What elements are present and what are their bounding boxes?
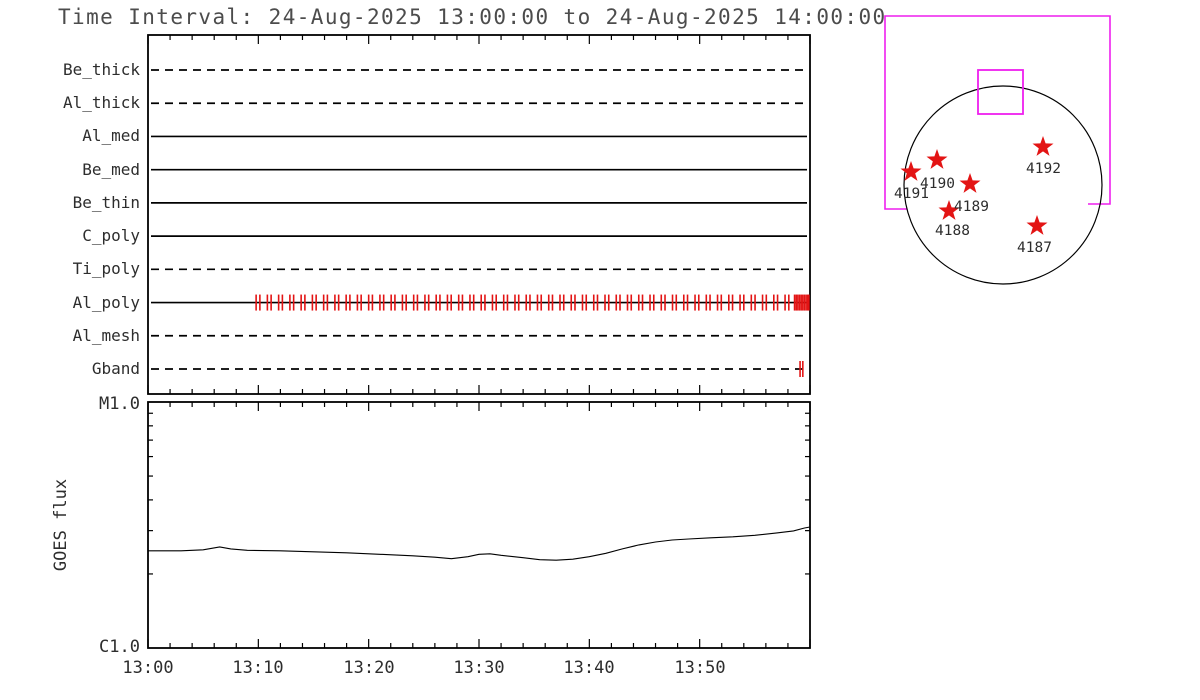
- region-label-4188: 4188: [935, 223, 970, 239]
- region-label-4189: 4189: [954, 199, 989, 215]
- region-star-4192: [1032, 136, 1054, 156]
- y-axis-title: GOES flux: [51, 479, 71, 571]
- filter-label-c-poly: C_poly: [82, 226, 140, 245]
- sun-geometry-layer: [884, 15, 1111, 285]
- region-label-4191: 4191: [894, 186, 929, 202]
- solar-disk-panel: 4191 4190 4189 4188 4192 4187: [884, 15, 1111, 285]
- x-tick-label-1350: 13:50: [674, 658, 725, 678]
- y-axis-top-label: M1.0: [99, 394, 140, 414]
- filter-timeline-panel: Be_thick Al_thick Al_med Be_med Be_thin …: [63, 34, 811, 395]
- region-star-4188: [938, 200, 960, 220]
- filter-axis-ticks-layer: [147, 35, 811, 394]
- exposure-ticks-layer: [255, 294, 810, 377]
- x-axis-tick-labels: 13:00 13:10 13:20 13:30 13:40 13:50: [122, 658, 725, 678]
- filter-label-al-thick: Al_thick: [63, 93, 140, 112]
- filter-labels: Be_thick Al_thick Al_med Be_med Be_thin …: [63, 60, 140, 378]
- filter-label-be-med: Be_med: [82, 160, 140, 179]
- region-label-4187: 4187: [1017, 240, 1052, 256]
- active-region-labels: 4191 4190 4189 4188 4192 4187: [894, 161, 1061, 256]
- target-fov-box: [977, 69, 1024, 115]
- x-tick-label-1300: 13:00: [122, 658, 173, 678]
- filter-label-ti-poly: Ti_poly: [73, 259, 141, 278]
- filter-label-al-poly: Al_poly: [73, 293, 141, 312]
- x-tick-label-1340: 13:40: [563, 658, 614, 678]
- region-star-4189: [959, 173, 981, 193]
- filter-label-gband: Gband: [92, 359, 140, 378]
- region-star-4191: [900, 161, 922, 181]
- filter-panel-frame: [147, 34, 811, 395]
- region-label-4192: 4192: [1026, 161, 1061, 177]
- goes-flux-panel: M1.0 C1.0 GOES flux 13:00 13:10 13:20 13…: [51, 394, 811, 678]
- filter-label-be-thick: Be_thick: [63, 60, 140, 79]
- filter-lines-layer: [151, 69, 807, 370]
- region-star-4190: [926, 149, 948, 169]
- sun-disk: [903, 85, 1103, 285]
- fov-bracket: [884, 15, 1111, 210]
- x-tick-label-1330: 13:30: [453, 658, 504, 678]
- goes-panel-frame: [147, 401, 811, 649]
- page-title: Time Interval: 24-Aug-2025 13:00:00 to 2…: [58, 5, 887, 29]
- filter-label-al-mesh: Al_mesh: [73, 326, 140, 345]
- goes-flux-curve: [148, 526, 811, 561]
- region-star-4187: [1026, 215, 1048, 235]
- goes-axis-ticks-layer: [147, 402, 811, 648]
- filter-label-be-thin: Be_thin: [73, 193, 140, 212]
- y-axis-bottom-label: C1.0: [99, 637, 140, 657]
- x-tick-label-1310: 13:10: [232, 658, 283, 678]
- x-tick-label-1320: 13:20: [343, 658, 394, 678]
- filter-label-al-med: Al_med: [82, 126, 140, 145]
- region-label-4190: 4190: [920, 176, 955, 192]
